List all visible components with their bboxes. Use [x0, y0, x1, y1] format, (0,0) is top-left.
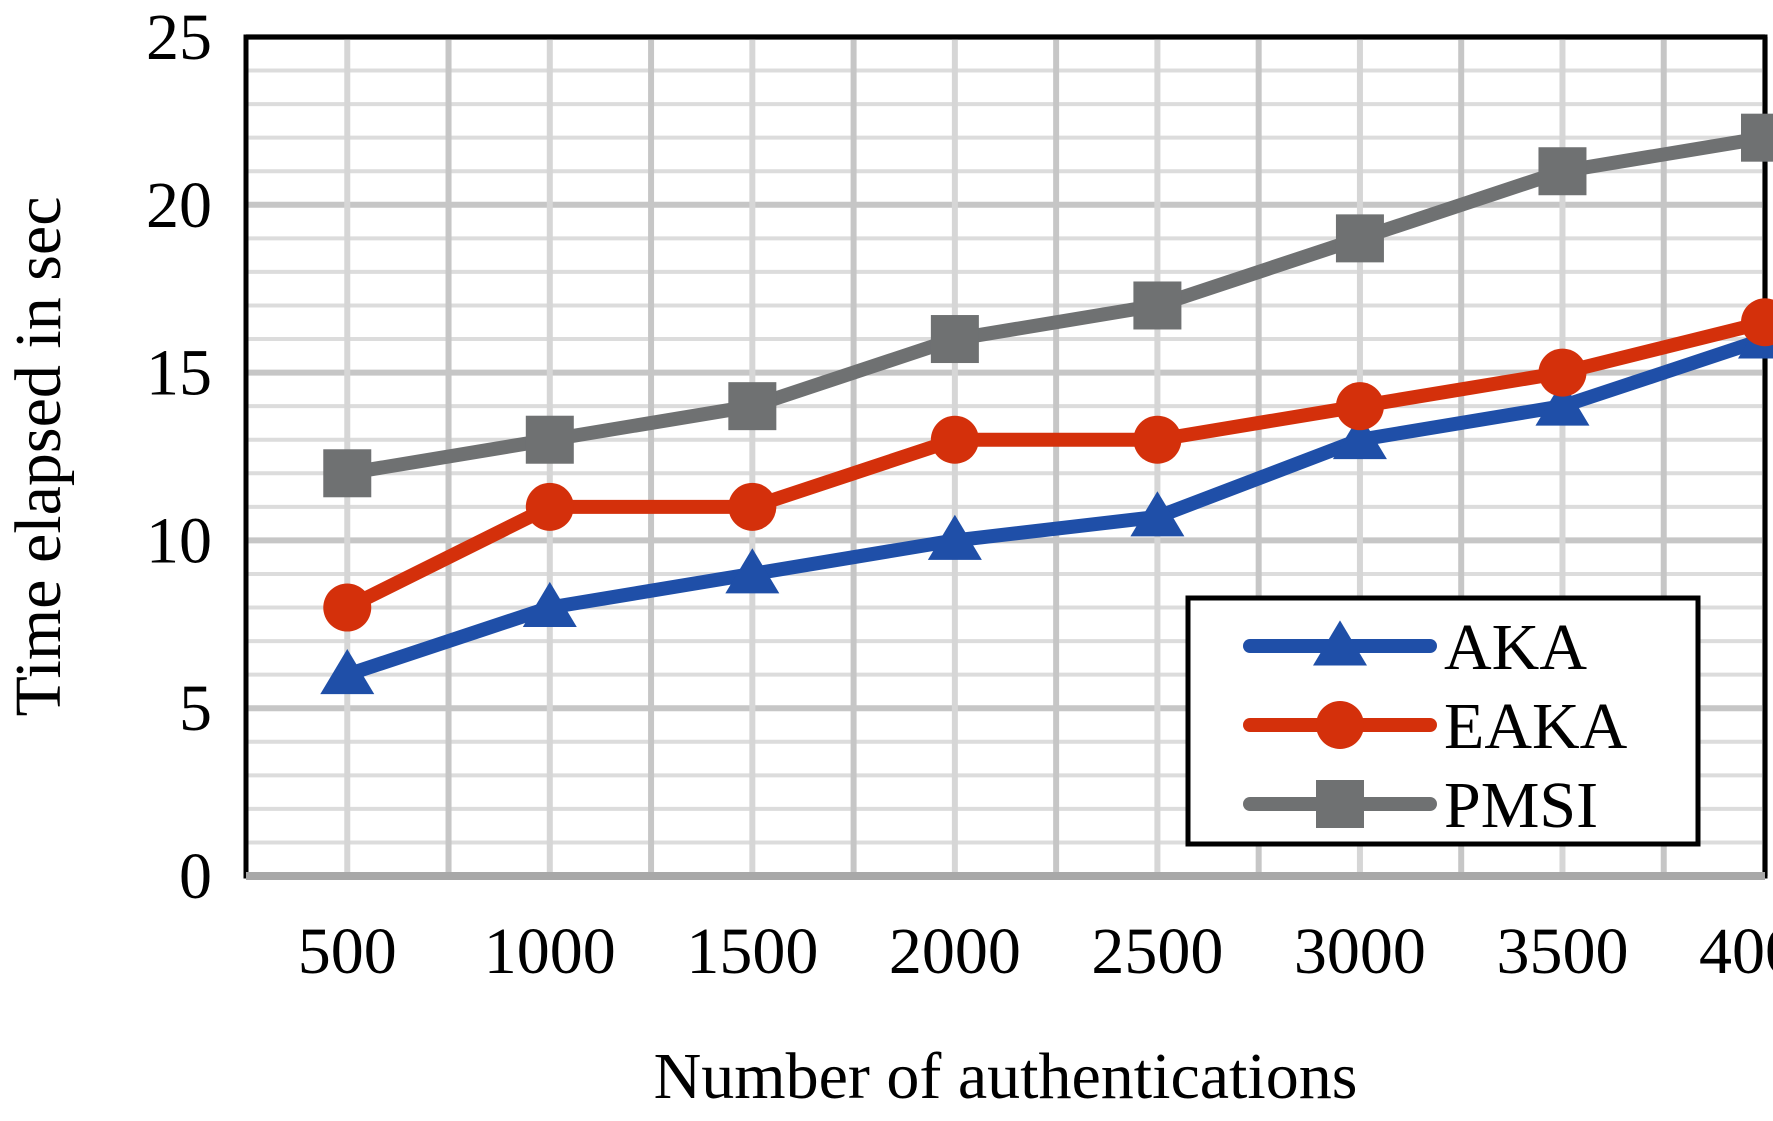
y-tick-label: 15 — [146, 337, 212, 410]
data-point-aka — [927, 514, 982, 560]
data-point-eaka — [1335, 382, 1384, 431]
data-point-eaka — [525, 482, 574, 531]
y-tick-label: 10 — [146, 504, 212, 577]
data-point-pmsi — [930, 315, 979, 364]
data-point-aka — [320, 648, 375, 695]
x-tick-label: 1500 — [686, 915, 818, 988]
y-axis-title: Time elapsed in sec — [2, 197, 75, 717]
x-tick-label: 1000 — [484, 915, 616, 988]
data-point-eaka — [1741, 298, 1773, 347]
data-point-eaka — [1133, 415, 1182, 464]
legend-label: EAKA — [1444, 690, 1628, 763]
x-tick-label: 500 — [298, 915, 397, 988]
legend-marker-aka — [1313, 620, 1367, 666]
x-axis-title: Number of authentications — [654, 1040, 1358, 1113]
x-axis-ticks: 500 1000 1500 2000 2500 3000 3500 4000 — [298, 915, 1773, 988]
data-point-aka — [1535, 380, 1590, 426]
series-line-aka — [340, 332, 1772, 682]
y-axis-ticks: 0 5 10 15 20 25 — [146, 1, 212, 913]
data-point-aka — [1332, 414, 1387, 460]
data-point-aka — [725, 548, 780, 594]
data-point-eaka — [930, 415, 979, 464]
data-point-pmsi — [1335, 214, 1384, 263]
legend-marker-eaka — [1316, 701, 1364, 749]
data-point-pmsi — [1133, 281, 1182, 330]
data-point-eaka — [728, 482, 777, 531]
series-line-eaka — [340, 315, 1772, 615]
y-tick-label: 20 — [146, 169, 212, 242]
data-point-eaka — [323, 583, 372, 632]
data-point-pmsi — [728, 382, 777, 431]
data-point-eaka — [1538, 348, 1587, 397]
y-tick-label: 5 — [179, 672, 212, 745]
legend-marker-pmsi — [1316, 780, 1364, 828]
series-line-pmsi — [340, 130, 1772, 481]
y-tick-label: 0 — [179, 840, 212, 913]
data-point-aka — [522, 581, 577, 627]
data-point-pmsi — [1538, 147, 1587, 196]
legend-item: PMSI — [1243, 769, 1598, 842]
legend-label: AKA — [1444, 611, 1587, 684]
series-pmsi — [323, 113, 1773, 498]
data-point-pmsi — [1741, 113, 1773, 162]
legend-label: PMSI — [1444, 769, 1598, 842]
series-aka — [320, 313, 1773, 695]
x-tick-label: 3000 — [1294, 915, 1426, 988]
y-tick-label: 25 — [146, 1, 212, 74]
x-tick-label: 4000 — [1699, 915, 1773, 988]
legend-item: AKA — [1243, 611, 1587, 684]
series-eaka — [323, 298, 1773, 632]
x-tick-label: 3500 — [1496, 915, 1628, 988]
x-tick-label: 2500 — [1091, 915, 1223, 988]
data-point-aka — [1130, 491, 1185, 537]
x-tick-label: 2000 — [889, 915, 1021, 988]
series-layer — [320, 113, 1773, 695]
legend-item: EAKA — [1243, 690, 1628, 763]
data-point-pmsi — [323, 449, 372, 498]
data-point-pmsi — [525, 415, 574, 464]
